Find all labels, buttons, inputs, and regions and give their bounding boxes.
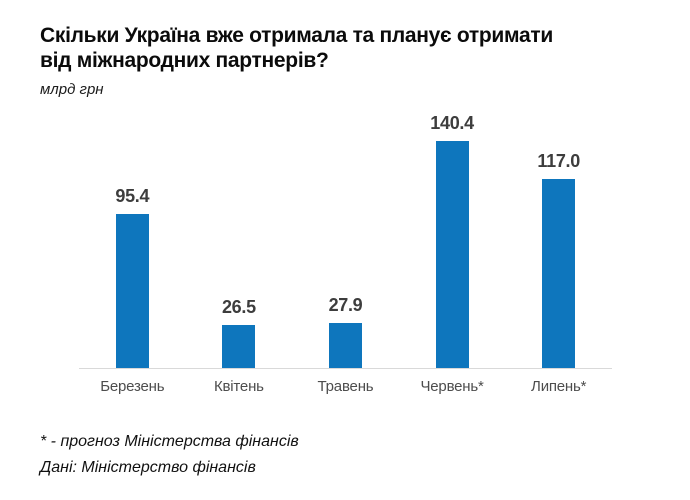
bar-column: 140.4 [399,110,506,368]
page-title: Скільки Україна вже отримала та планує о… [40,24,650,74]
bar-column: 26.5 [186,110,293,368]
bar-column: 27.9 [292,110,399,368]
footnote: * - прогноз Міністерства фінансів [40,432,299,450]
bar-column: 117.0 [505,110,612,368]
x-axis-labels: Березень Квітень Травень Червень* Липень* [79,378,612,395]
bar [328,322,362,368]
chart-header: Скільки Україна вже отримала та планує о… [40,24,650,98]
bar-value-label: 27.9 [328,294,363,315]
category-label: Липень* [531,377,587,395]
bar-value-label: 117.0 [537,150,580,171]
category-label: Березень [100,377,165,395]
bar [435,140,469,368]
data-source: Дані: Міністерство фінансів [40,458,256,476]
bar-value-label: 95.4 [115,185,150,206]
page-title-line2: від міжнародних партнерів? [40,48,329,72]
bar [542,178,576,368]
units-subtitle: млрд грн [40,80,104,98]
plot-area: 95.4 26.5 27.9 140.4 117.0 [79,110,612,369]
bar-value-label: 26.5 [221,296,256,317]
category-label: Травень [317,377,374,395]
category-label: Квітень [213,377,264,395]
page-title-line1: Скільки Україна вже отримала та планує о… [40,24,553,47]
chart-footer: * - прогноз Міністерства фінансів Дані: … [40,429,690,482]
bar [115,213,149,368]
category-label: Червень* [420,377,484,395]
bar-value-label: 140.4 [430,112,474,133]
bar-chart: 95.4 26.5 27.9 140.4 117.0 Березень Квітень Тр… [79,110,612,395]
bar-column: 95.4 [79,110,186,368]
bar [222,324,256,368]
